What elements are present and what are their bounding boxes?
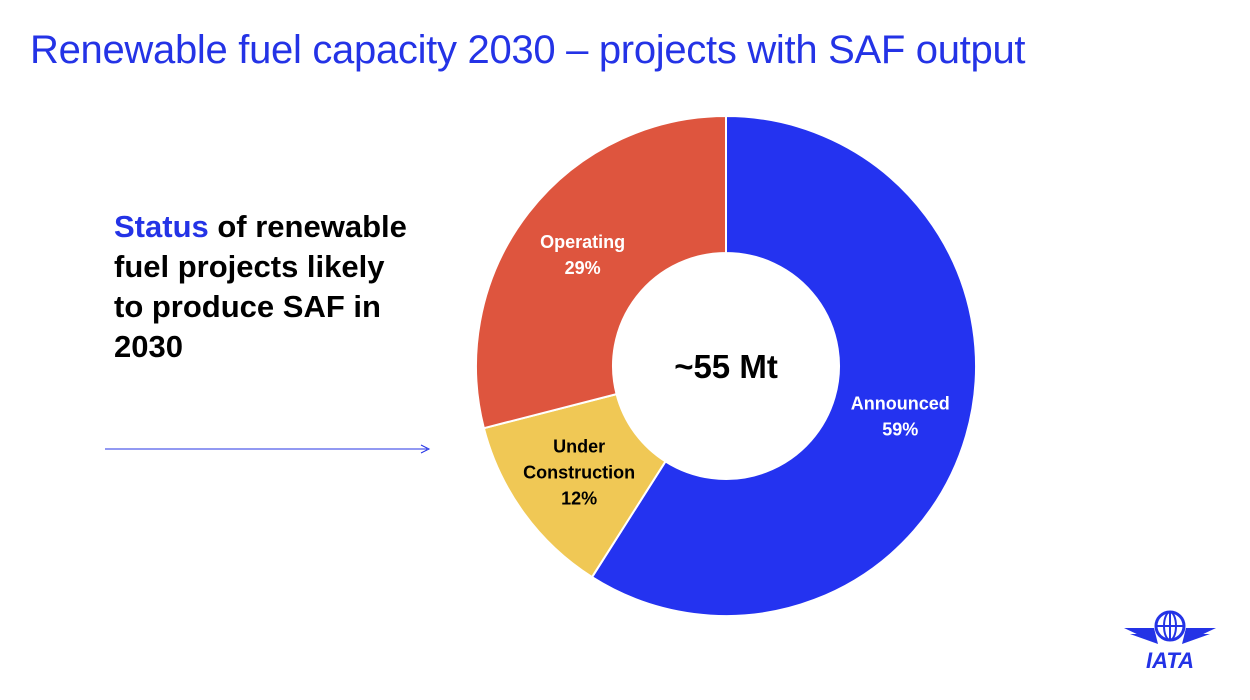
logo-text: IATA xyxy=(1146,648,1194,670)
slice-announced xyxy=(590,114,977,617)
slice-label: Operating 29% xyxy=(540,232,625,278)
subtitle-highlight: Status xyxy=(114,209,209,244)
center-label: ~55 Mt xyxy=(674,348,778,385)
iata-logo: IATA xyxy=(1124,610,1216,670)
slice-operating xyxy=(475,114,727,430)
slice-under-construction xyxy=(482,392,667,579)
arrow-right-icon xyxy=(105,444,431,454)
page-title: Renewable fuel capacity 2030 – projects … xyxy=(30,28,1026,72)
chart-description: Status of renewable fuel projects likely… xyxy=(114,207,414,367)
slice-label: Under Construction 12% xyxy=(523,437,635,509)
slice-label: Announced 59% xyxy=(851,394,950,440)
subtitle-text: of renewable fuel projects likely to pro… xyxy=(114,209,407,364)
